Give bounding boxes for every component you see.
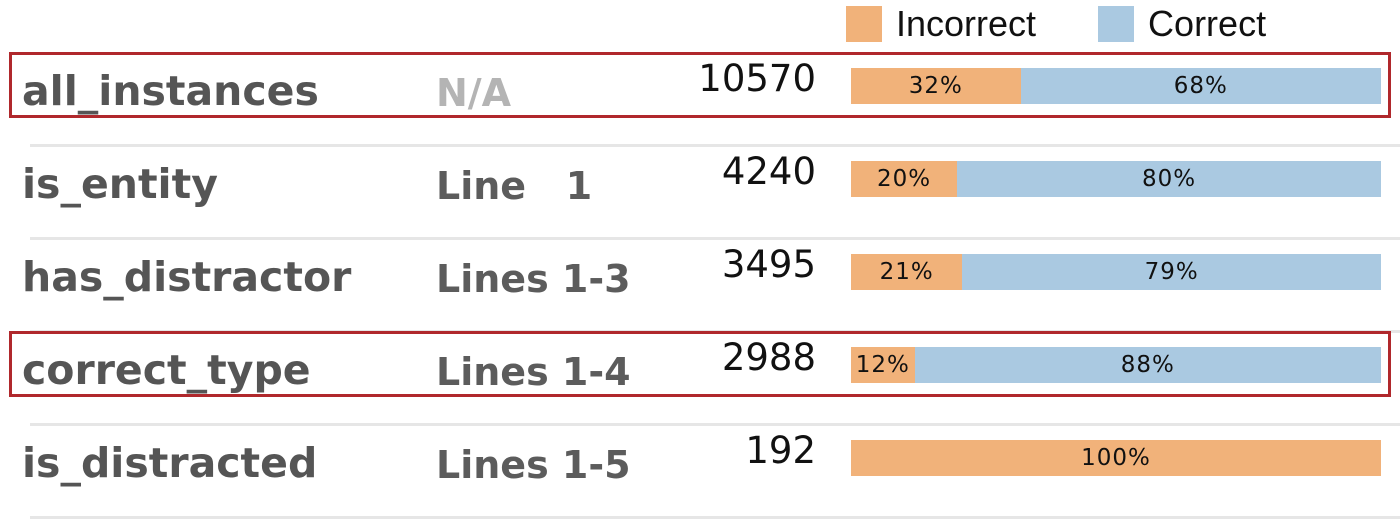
- chart-row-is-entity: is_entity Line 1 4240 20% 80%: [0, 145, 1400, 240]
- stacked-bar: 100%: [851, 440, 1381, 476]
- category-label: all_instances: [22, 67, 319, 115]
- count-label: 2988: [721, 336, 816, 379]
- chart-row-all-instances: all_instances N/A 10570 32% 68%: [0, 52, 1400, 147]
- bar-segment-incorrect: 100%: [851, 440, 1381, 476]
- lines-label: Lines 1-5: [436, 443, 631, 487]
- count-label: 10570: [698, 57, 816, 100]
- bar-segment-correct: 88%: [914, 347, 1381, 383]
- chart-row-correct-type: correct_type Lines 1-4 2988 12% 88%: [0, 331, 1400, 426]
- stacked-bar: 32% 68%: [851, 68, 1381, 104]
- legend-label-correct: Correct: [1148, 3, 1267, 44]
- legend: Incorrect Correct: [846, 4, 1328, 44]
- bar-segment-correct: 79%: [962, 254, 1381, 290]
- legend-label-incorrect: Incorrect: [896, 3, 1037, 44]
- stacked-bar: 12% 88%: [851, 347, 1381, 383]
- chart-row-is-distracted: is_distracted Lines 1-5 192 100%: [0, 424, 1400, 519]
- row-divider: [30, 423, 1400, 426]
- category-label: is_distracted: [22, 439, 318, 487]
- category-label: has_distractor: [22, 253, 352, 301]
- row-divider: [30, 237, 1400, 240]
- stacked-bar: 21% 79%: [851, 254, 1381, 290]
- bar-segment-incorrect: 20%: [851, 161, 957, 197]
- lines-label: Lines 1-3: [436, 257, 631, 301]
- category-label: is_entity: [22, 160, 218, 208]
- bar-segment-incorrect: 12%: [851, 347, 915, 383]
- chart-row-has-distractor: has_distractor Lines 1-3 3495 21% 79%: [0, 238, 1400, 333]
- bar-segment-incorrect: 21%: [851, 254, 963, 290]
- bar-segment-incorrect: 32%: [851, 68, 1021, 104]
- bar-segment-correct: 68%: [1020, 68, 1381, 104]
- legend-item-incorrect: Incorrect: [846, 4, 1036, 44]
- legend-swatch-incorrect: [846, 6, 882, 42]
- legend-item-correct: Correct: [1098, 4, 1266, 44]
- lines-label: Line 1: [436, 164, 593, 208]
- count-label: 192: [745, 429, 816, 472]
- bar-segment-correct: 80%: [957, 161, 1381, 197]
- count-label: 4240: [721, 150, 816, 193]
- legend-swatch-correct: [1098, 6, 1135, 42]
- row-divider: [30, 144, 1400, 147]
- stacked-bar: 20% 80%: [851, 161, 1381, 197]
- lines-label: Lines 1-4: [436, 350, 631, 394]
- count-label: 3495: [721, 243, 816, 286]
- category-label: correct_type: [22, 346, 311, 394]
- lines-label: N/A: [436, 71, 512, 115]
